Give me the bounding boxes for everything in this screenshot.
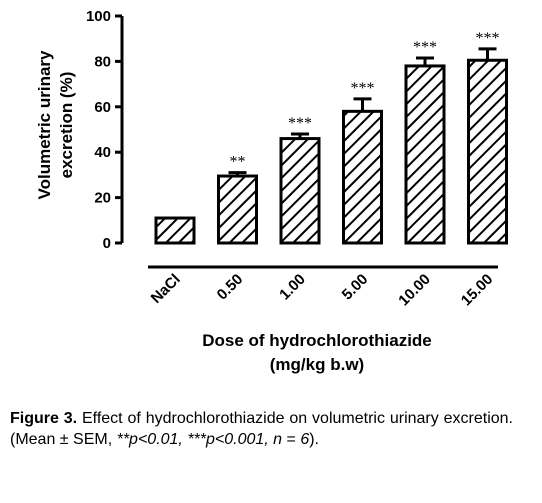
significance-label-2: ** [230,154,246,171]
x-tick-label: 1.00 [276,271,309,304]
caption-significance: **p<0.01, ***p<0.001, n [116,431,283,448]
bar-3 [279,137,321,245]
y-axis-title-line2: excretion (%) [57,72,76,179]
y-tick-label: 100 [86,8,111,25]
bar-6 [467,58,508,245]
caption-text-1: Effect of hydrochlorothiazide on volumet… [10,410,513,448]
significance-label-4: *** [351,80,375,97]
x-tick-label: NaCl [148,271,184,307]
y-tick-label: 60 [94,99,111,116]
bar-5 [404,64,446,245]
significance-label-6: *** [476,30,500,47]
significance-label-5: *** [413,39,437,56]
caption-label: Figure 3. [10,410,78,427]
y-tick-label: 80 [94,53,111,70]
y-tick-label: 40 [94,144,111,161]
x-tick-label: 10.00 [395,271,434,310]
x-tick-label: 0.50 [214,271,247,304]
caption-n-value: 6 [300,431,310,448]
x-axis-title-line2: (mg/kg b.w) [270,355,364,374]
bar-1 [154,216,196,245]
x-axis-title-line1: Dose of hydrochlorothiazide [202,331,432,350]
significance-label-3: *** [288,115,312,132]
bar-2 [217,174,258,245]
x-tick-label: 15.00 [458,271,497,310]
caption-text-2: = [282,431,301,448]
bar-chart: Volumetric urinary excretion (%) 0 20 40 60… [35,8,508,374]
y-axis-title-line1: Volumetric urinary [35,50,54,199]
figure-caption: Figure 3. Effect of hydrochlorothiazide … [10,408,513,450]
x-tick-label: 5.00 [339,271,372,304]
caption-text-3: ). [309,431,319,448]
y-tick-label: 20 [94,190,111,207]
bar-4 [342,109,383,245]
y-tick-label: 0 [103,235,111,252]
